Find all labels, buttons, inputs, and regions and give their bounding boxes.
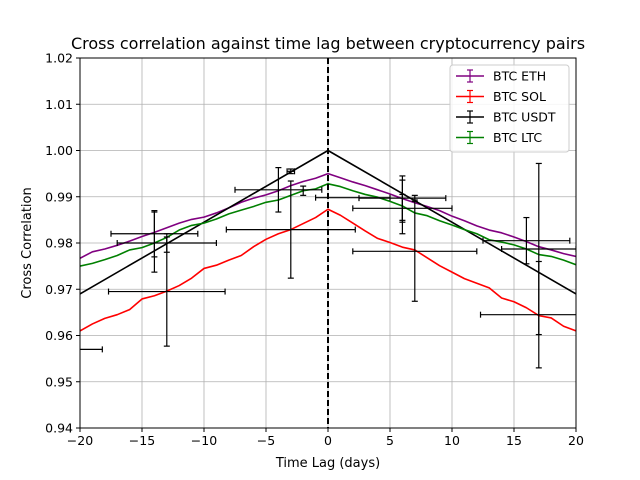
y-tick-label: 0.98 xyxy=(45,236,73,251)
errorbar xyxy=(80,346,103,353)
errorbar xyxy=(482,216,571,265)
errorbar xyxy=(286,168,296,175)
errorbar xyxy=(116,233,217,253)
x-tick-label: 5 xyxy=(386,433,394,448)
y-tick-label: 0.97 xyxy=(45,282,73,297)
y-tick-label: 1.00 xyxy=(45,143,73,158)
y-tick-label: 1.02 xyxy=(45,51,73,66)
y-axis-label: Cross Correlation xyxy=(20,187,35,298)
y-tick-label: 1.01 xyxy=(45,97,73,112)
legend-entry: BTC USDT xyxy=(456,110,556,125)
errorbar xyxy=(107,236,226,347)
x-tick-label: −20 xyxy=(67,433,93,448)
errorbar xyxy=(352,193,453,223)
legend-label: BTC USDT xyxy=(493,110,556,125)
legend-label: BTC LTC xyxy=(493,130,542,145)
series-line-0 xyxy=(80,172,576,259)
errorbar xyxy=(352,200,478,302)
x-tick-label: −10 xyxy=(191,433,217,448)
plot-area xyxy=(80,58,576,428)
x-axis: −20 −15 −10 −5 0 5 10 15 20 xyxy=(67,428,584,448)
x-tick-label: 20 xyxy=(568,433,584,448)
y-tick-label: 0.96 xyxy=(45,328,73,343)
errorbar xyxy=(411,194,418,201)
series-line-1 xyxy=(80,208,576,332)
x-tick-label: 0 xyxy=(324,433,332,448)
y-tick-label: 0.94 xyxy=(45,421,73,436)
x-tick-label: −5 xyxy=(257,433,275,448)
x-tick-label: 15 xyxy=(506,433,522,448)
errorbar xyxy=(225,180,356,279)
legend-entry: BTC LTC xyxy=(456,130,542,145)
legend-entry: BTC SOL xyxy=(456,89,546,104)
y-tick-label: 0.99 xyxy=(45,189,73,204)
chart-title: Cross correlation against time lag betwe… xyxy=(71,34,585,53)
errorbar xyxy=(110,210,199,258)
x-axis-label: Time Lag (days) xyxy=(275,456,380,471)
errorbar xyxy=(501,162,576,336)
legend-entry: BTC ETH xyxy=(456,69,546,84)
legend-label: BTC ETH xyxy=(493,69,546,84)
x-tick-label: 10 xyxy=(444,433,460,448)
legend-box xyxy=(449,64,570,153)
errorbar xyxy=(300,185,307,196)
x-tick-label: −15 xyxy=(129,433,155,448)
legend-label: BTC SOL xyxy=(493,89,546,104)
y-tick-label: 0.95 xyxy=(45,374,73,389)
y-axis: 0.94 0.95 0.96 0.97 0.98 0.99 1.00 1.01 1.02 xyxy=(45,51,80,436)
errorbar xyxy=(234,167,323,213)
legend: BTC ETH BTC SOL BTC USDT BTC LTC xyxy=(449,64,570,153)
